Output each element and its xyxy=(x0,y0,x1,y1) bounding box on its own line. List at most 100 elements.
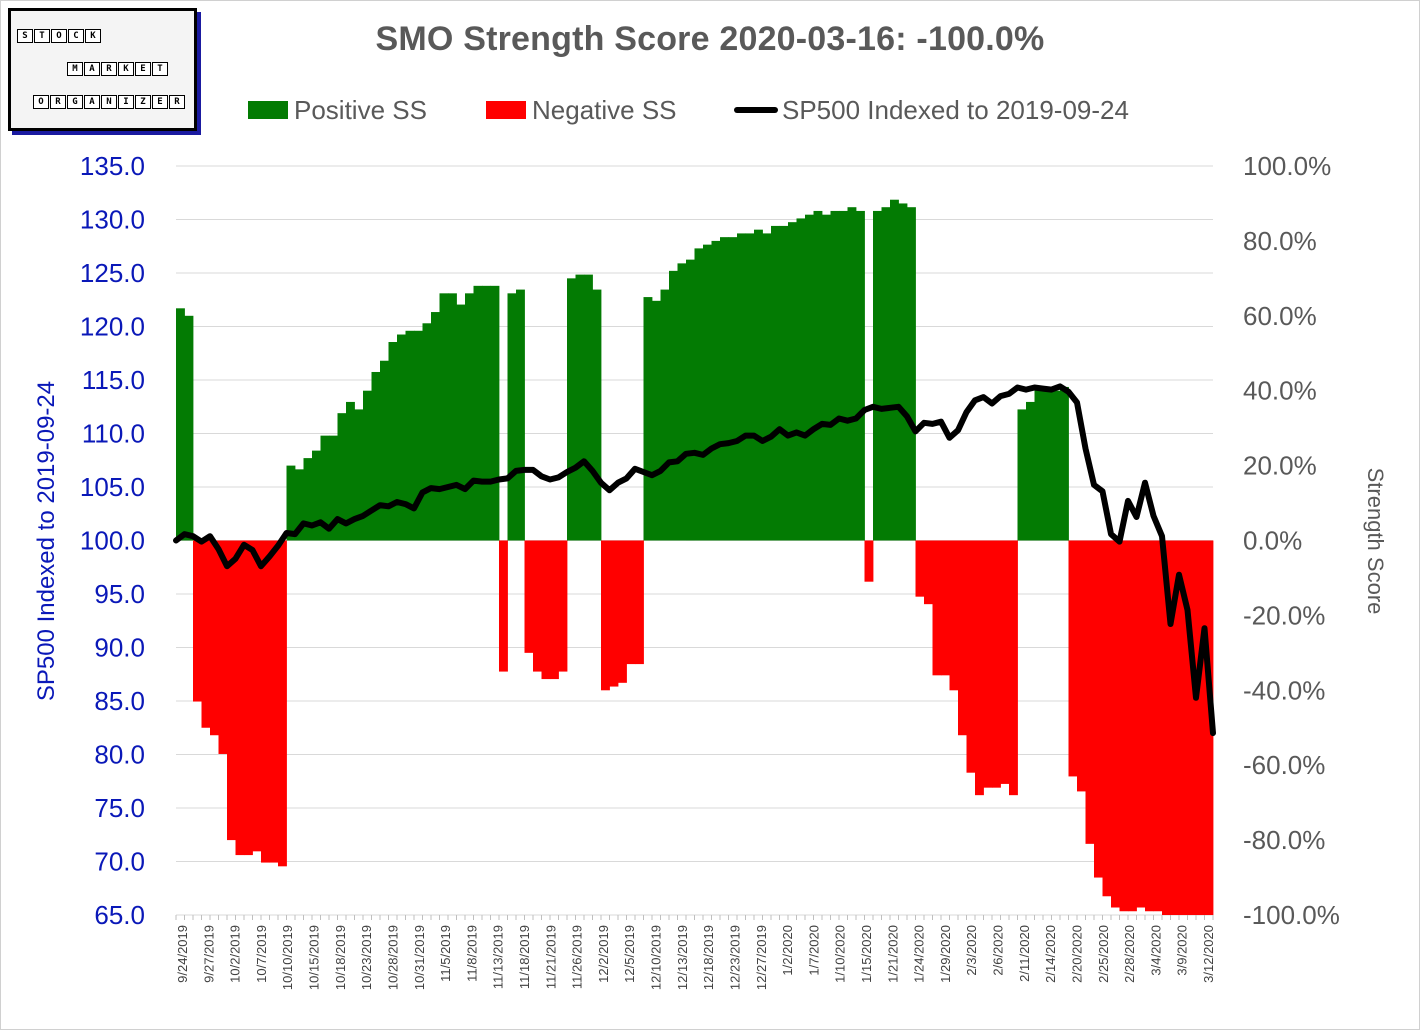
positive-ss-bar xyxy=(397,334,406,541)
negative-ss-bar xyxy=(499,540,508,672)
logo-letter: O xyxy=(51,29,67,43)
negative-ss-bar xyxy=(966,540,976,773)
sp500-line-layer xyxy=(173,383,1216,737)
legend-item-sp500: SP500 Indexed to 2019-09-24 xyxy=(734,92,1129,128)
left-axis-title: SP500 Indexed to 2019-09-24 xyxy=(33,381,60,701)
positive-ss-bar xyxy=(337,413,347,541)
right-tick-label: -40.0% xyxy=(1243,675,1325,705)
positive-ss-bar xyxy=(745,233,755,541)
negative-ss-bar xyxy=(201,540,211,728)
positive-ss-bar xyxy=(737,233,746,541)
x-tick-label: 1/21/2020 xyxy=(885,925,900,983)
negative-ss-bar xyxy=(1162,540,1171,915)
x-tick-label: 12/13/2019 xyxy=(675,925,690,990)
left-tick-label: 115.0 xyxy=(82,365,145,395)
x-tick-label: 11/26/2019 xyxy=(570,925,585,989)
negative-ss-bar xyxy=(992,540,1001,788)
positive-ss-bar xyxy=(720,237,729,541)
x-tick-label: 2/6/2020 xyxy=(991,925,1006,976)
right-tick-label: -60.0% xyxy=(1243,750,1325,780)
logo-letter: N xyxy=(101,95,117,109)
negative-ss-bar xyxy=(269,540,279,863)
negative-ss-bar xyxy=(1094,540,1103,878)
x-tick-label: 10/7/2019 xyxy=(254,925,269,983)
positive-ss-bar xyxy=(779,225,789,541)
positive-ss-bar xyxy=(312,450,321,541)
positive-ss-bar xyxy=(371,371,381,541)
positive-ss-bar xyxy=(805,214,814,541)
positive-ss-bar xyxy=(728,237,738,541)
negative-ss-bar xyxy=(1085,540,1095,844)
positive-ss-bar xyxy=(184,315,194,541)
x-tick-label: 12/27/2019 xyxy=(754,925,769,990)
right-tick-label: -80.0% xyxy=(1243,825,1325,855)
positive-ss-bar xyxy=(873,210,882,541)
positive-ss-bar xyxy=(847,207,857,541)
x-tick-label: 2/25/2020 xyxy=(1096,925,1111,983)
positive-ss-bar xyxy=(703,244,712,541)
positive-ss-bar xyxy=(473,285,483,541)
left-tick-label: 65.0 xyxy=(94,900,145,930)
left-tick-label: 105.0 xyxy=(80,472,145,502)
logo-letter: R xyxy=(101,62,117,76)
legend-label-positive: Positive SS xyxy=(294,94,427,125)
positive-ss-bar xyxy=(898,203,908,541)
legend-item-positive: Positive SS xyxy=(248,92,427,128)
left-tick-label: 85.0 xyxy=(94,686,145,716)
negative-ss-bar xyxy=(609,540,619,687)
x-tick-label: 10/2/2019 xyxy=(228,925,243,983)
logo-letter: A xyxy=(84,95,100,109)
x-tick-label: 10/23/2019 xyxy=(359,925,374,990)
positive-ss-bar xyxy=(771,225,780,541)
left-tick-label: 80.0 xyxy=(94,740,145,770)
negative-ss-bar xyxy=(635,540,644,665)
positive-ss-bar xyxy=(677,263,687,541)
negative-ss-bar xyxy=(558,540,568,672)
negative-ss-bar xyxy=(235,540,245,856)
negative-ss-bar xyxy=(1187,540,1197,915)
negative-ss-bar xyxy=(1077,540,1086,792)
x-tick-label: 12/10/2019 xyxy=(649,925,664,990)
negative-ss-bar xyxy=(924,540,933,605)
positive-ss-bar xyxy=(822,214,831,541)
logo-letter: R xyxy=(50,95,66,109)
negative-ss-bar xyxy=(1111,540,1120,908)
negative-ss-bar xyxy=(1128,540,1137,912)
logo-letter: G xyxy=(67,95,83,109)
negative-ss-bar xyxy=(983,540,993,788)
positive-ss-bar xyxy=(448,293,457,541)
positive-ss-bar xyxy=(711,240,721,541)
positive-ss-bar xyxy=(346,401,355,541)
right-tick-label: 20.0% xyxy=(1243,451,1317,481)
x-tick-label: 12/2/2019 xyxy=(596,925,611,983)
negative-ss-bar xyxy=(541,540,551,680)
x-tick-label: 9/24/2019 xyxy=(175,925,190,983)
positive-ss-bar xyxy=(507,293,517,541)
positive-ss-bar xyxy=(890,199,899,541)
negative-ss-bar xyxy=(1179,540,1188,915)
negative-ss-bar xyxy=(252,540,262,852)
x-tick-label: 10/28/2019 xyxy=(386,925,401,990)
positive-ss-bar xyxy=(1043,386,1052,541)
positive-ss-bar xyxy=(669,270,678,541)
x-tick-label: 1/24/2020 xyxy=(912,925,927,983)
x-tick-label: 2/11/2020 xyxy=(1017,925,1032,982)
positive-ss-bar xyxy=(796,218,806,541)
negative-ss-bar xyxy=(949,540,959,691)
positive-ss-bar xyxy=(303,458,313,541)
legend-swatch-sp500 xyxy=(734,107,778,113)
x-tick-label: 10/10/2019 xyxy=(280,925,295,990)
negative-ss-bar xyxy=(1170,540,1180,915)
negative-ss-bar xyxy=(533,540,542,672)
positive-ss-bar xyxy=(286,465,296,541)
positive-ss-bar xyxy=(329,435,338,541)
strength-bars xyxy=(176,199,1214,915)
legend: Positive SS Negative SS SP500 Indexed to… xyxy=(0,92,1422,128)
right-axis-title: Strength Score xyxy=(1363,468,1388,615)
x-tick-label: 1/15/2020 xyxy=(859,925,874,983)
x-tick-label: 2/3/2020 xyxy=(964,925,979,976)
x-tick-label: 11/18/2019 xyxy=(517,925,532,989)
negative-ss-bar xyxy=(227,540,236,841)
